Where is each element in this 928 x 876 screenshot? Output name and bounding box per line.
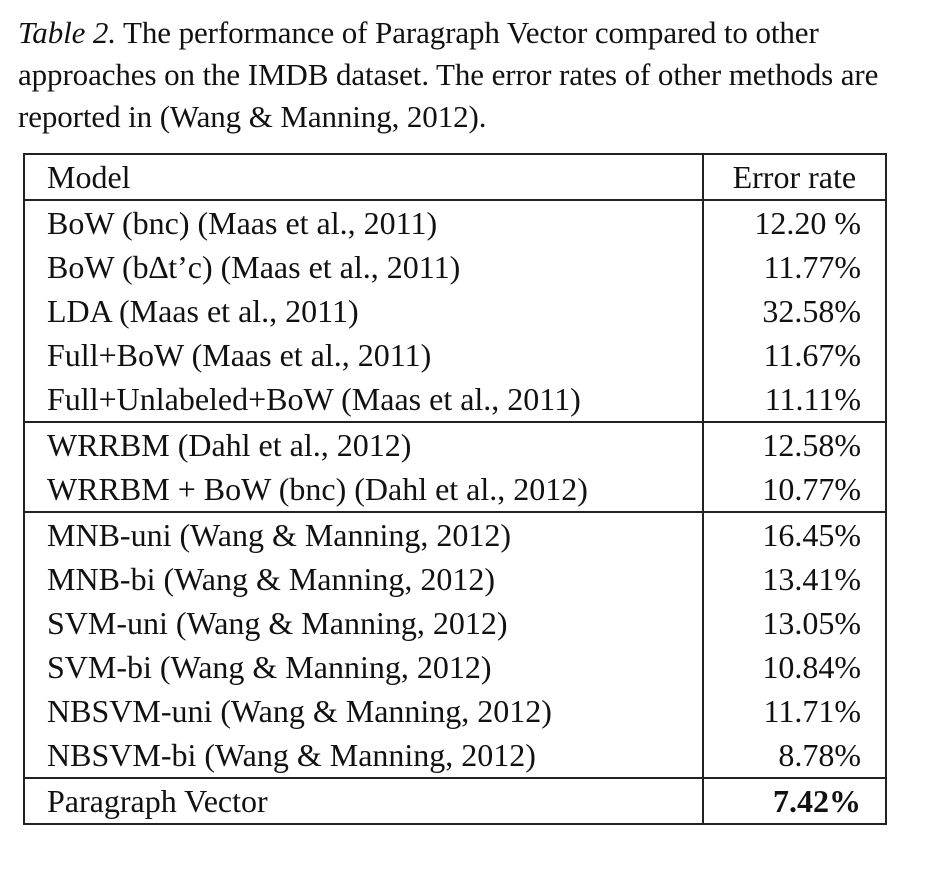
model-cell: Full+Unlabeled+BoW (Maas et al., 2011)	[23, 377, 704, 422]
error-rate-cell: 13.05%	[702, 601, 888, 645]
table-row: WRRBM (Dahl et al., 2012) 12.58%	[23, 421, 888, 467]
error-rate-cell: 10.84%	[702, 645, 888, 689]
error-rate-cell: 11.71%	[702, 689, 888, 733]
model-cell: BoW (b∆t’c) (Maas et al., 2011)	[23, 245, 704, 289]
error-rate-cell: 7.42%	[702, 777, 888, 825]
model-cell: NBSVM-uni (Wang & Manning, 2012)	[23, 689, 704, 733]
error-rate-cell: 8.78%	[702, 733, 888, 778]
table-row: NBSVM-bi (Wang & Manning, 2012) 8.78%	[23, 733, 888, 778]
header-model: Model	[23, 153, 704, 201]
table-row: LDA (Maas et al., 2011) 32.58%	[23, 289, 888, 333]
model-cell: WRRBM (Dahl et al., 2012)	[23, 421, 704, 467]
table-body: BoW (bnc) (Maas et al., 2011) 12.20 % BoW …	[23, 199, 888, 825]
error-rate-cell: 12.58%	[702, 421, 888, 467]
error-rate-cell: 16.45%	[702, 511, 888, 557]
caption-label: Table 2.	[18, 15, 116, 50]
header-error-rate: Error rate	[702, 153, 888, 201]
model-cell: SVM-bi (Wang & Manning, 2012)	[23, 645, 704, 689]
error-rate-cell: 10.77%	[702, 467, 888, 512]
table-caption: Table 2. The performance of Paragraph Ve…	[18, 12, 908, 138]
table-row: Full+Unlabeled+BoW (Maas et al., 2011) 11…	[23, 377, 888, 422]
model-cell: Paragraph Vector	[23, 777, 704, 825]
model-cell: Full+BoW (Maas et al., 2011)	[23, 333, 704, 377]
table-row: MNB-bi (Wang & Manning, 2012) 13.41%	[23, 557, 888, 601]
error-rate-cell: 11.77%	[702, 245, 888, 289]
error-rate-cell: 11.67%	[702, 333, 888, 377]
results-table: Model Error rate BoW (bnc) (Maas et al.,…	[23, 153, 888, 825]
table-row: NBSVM-uni (Wang & Manning, 2012) 11.71%	[23, 689, 888, 733]
table-row: Paragraph Vector 7.42%	[23, 777, 888, 825]
table-row: Full+BoW (Maas et al., 2011) 11.67%	[23, 333, 888, 377]
model-cell: SVM-uni (Wang & Manning, 2012)	[23, 601, 704, 645]
model-cell: MNB-uni (Wang & Manning, 2012)	[23, 511, 704, 557]
error-rate-cell: 11.11%	[702, 377, 888, 422]
model-cell: LDA (Maas et al., 2011)	[23, 289, 704, 333]
table-row: SVM-bi (Wang & Manning, 2012) 10.84%	[23, 645, 888, 689]
error-rate-cell: 13.41%	[702, 557, 888, 601]
error-rate-cell: 32.58%	[702, 289, 888, 333]
table-row: WRRBM + BoW (bnc) (Dahl et al., 2012) 10.…	[23, 467, 888, 512]
model-cell: NBSVM-bi (Wang & Manning, 2012)	[23, 733, 704, 778]
table-row: SVM-uni (Wang & Manning, 2012) 13.05%	[23, 601, 888, 645]
table-row: MNB-uni (Wang & Manning, 2012) 16.45%	[23, 511, 888, 557]
table-row: BoW (b∆t’c) (Maas et al., 2011) 11.77%	[23, 245, 888, 289]
model-cell: BoW (bnc) (Maas et al., 2011)	[23, 199, 704, 245]
model-cell: WRRBM + BoW (bnc) (Dahl et al., 2012)	[23, 467, 704, 512]
model-cell: MNB-bi (Wang & Manning, 2012)	[23, 557, 704, 601]
caption-text: The performance of Paragraph Vector comp…	[18, 15, 879, 134]
table-row: BoW (bnc) (Maas et al., 2011) 12.20 %	[23, 199, 888, 245]
table-header-row: Model Error rate	[23, 153, 888, 201]
error-rate-cell: 12.20 %	[702, 199, 888, 245]
